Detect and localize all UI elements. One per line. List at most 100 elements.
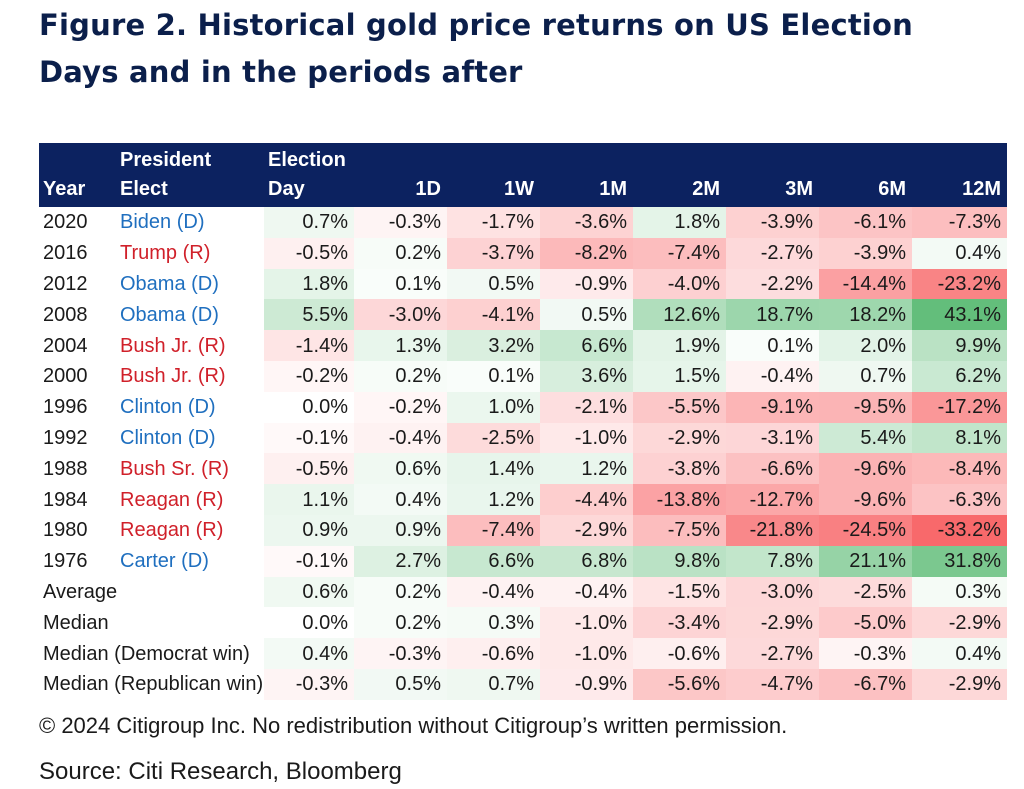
return-cell: -0.3% <box>354 638 447 669</box>
return-cell: 0.0% <box>264 391 354 423</box>
return-cell: -0.9% <box>540 268 633 300</box>
return-cell: -7.4% <box>447 514 540 546</box>
return-cell: -4.1% <box>447 299 540 331</box>
return-cell: 0.1% <box>447 360 540 392</box>
row-label: Median (Democrat win) <box>43 642 250 665</box>
return-cell: 18.7% <box>726 299 819 331</box>
return-cell: -4.7% <box>726 668 819 700</box>
return-cell: 7.8% <box>726 545 819 577</box>
return-cell: 1.9% <box>633 330 726 361</box>
col-header: Election Day <box>264 143 354 207</box>
return-cell: -3.0% <box>354 299 447 331</box>
return-cell: -8.4% <box>912 453 1007 485</box>
return-cell: -5.6% <box>633 668 726 700</box>
return-cell: -9.6% <box>819 484 912 515</box>
return-cell: 0.7% <box>819 360 912 392</box>
return-cell: -0.4% <box>447 576 540 608</box>
return-cell: -3.8% <box>633 453 726 485</box>
return-cell: -9.6% <box>819 453 912 485</box>
table-row: 2012 Obama (D) 1.8% 0.1% 0.5% -0.9% -4.0% -2.2%… <box>39 268 1007 300</box>
return-cell: -0.2% <box>264 360 354 392</box>
figure-title: Figure 2. Historical gold price returns … <box>39 8 914 89</box>
return-cell: 1.1% <box>264 484 354 515</box>
return-cell: -2.7% <box>726 638 819 669</box>
return-cell: -0.3% <box>264 668 354 700</box>
col-header: 6M <box>819 143 912 207</box>
return-cell: 0.5% <box>447 268 540 300</box>
return-cell: -0.6% <box>633 638 726 669</box>
return-cell: 43.1% <box>912 299 1007 331</box>
return-cell: -5.0% <box>819 607 912 639</box>
return-cell: 0.4% <box>354 484 447 515</box>
col-header: 12M <box>912 143 1007 207</box>
table-row: 2000 Bush Jr. (R) -0.2% 0.2% 0.1% 3.6% 1.5% -0.… <box>39 360 1007 392</box>
return-cell: 0.5% <box>354 668 447 700</box>
return-cell: 0.3% <box>912 576 1007 608</box>
row-label: 2012 <box>43 272 88 295</box>
return-cell: -1.5% <box>633 576 726 608</box>
return-cell: 0.6% <box>354 453 447 485</box>
return-cell: 0.2% <box>354 237 447 269</box>
row-label: 1996 <box>43 396 88 419</box>
row-label: 2008 <box>43 303 88 326</box>
row-label: Average <box>43 580 118 603</box>
return-cell: 0.2% <box>354 576 447 608</box>
return-cell: 12.6% <box>633 299 726 331</box>
return-cell: -3.9% <box>726 207 819 238</box>
return-cell: 0.1% <box>726 330 819 361</box>
source-note: Source: Citi Research, Bloomberg <box>39 758 402 785</box>
return-cell: 18.2% <box>819 299 912 331</box>
return-cell: -0.2% <box>354 391 447 423</box>
table-row: 1980 Reagan (R) 0.9% 0.9% -7.4% -2.9% -7.5% -21… <box>39 514 1007 546</box>
return-cell: -4.0% <box>633 268 726 300</box>
return-cell: 0.4% <box>912 638 1007 669</box>
return-cell: -2.1% <box>540 391 633 423</box>
return-cell: 6.6% <box>540 330 633 361</box>
return-cell: 6.6% <box>447 545 540 577</box>
return-cell: 0.6% <box>264 576 354 608</box>
return-cell: 0.4% <box>264 638 354 669</box>
row-label: 1976 <box>43 550 88 573</box>
return-cell: -6.7% <box>819 668 912 700</box>
table-row: 1996 Clinton (D) 0.0% -0.2% 1.0% -2.1% -5.5% -9… <box>39 391 1007 423</box>
table-row: 2020 Biden (D) 0.7% -0.3% -1.7% -3.6% 1.8% -3.9… <box>39 207 1007 238</box>
col-header: 3M <box>726 143 819 207</box>
return-cell: -0.3% <box>354 207 447 238</box>
return-cell: 1.4% <box>447 453 540 485</box>
row-label: Median <box>43 611 109 634</box>
return-cell: -2.9% <box>912 607 1007 639</box>
return-cell: -2.5% <box>819 576 912 608</box>
table-row: 1976 Carter (D) -0.1% 2.7% 6.6% 6.8% 9.8% 7.8% 2… <box>39 545 1007 577</box>
return-cell: -0.4% <box>726 360 819 392</box>
return-cell: 8.1% <box>912 422 1007 454</box>
return-cell: -0.3% <box>819 638 912 669</box>
return-cell: 0.9% <box>354 514 447 546</box>
return-cell: 0.1% <box>354 268 447 300</box>
return-cell: 1.2% <box>540 453 633 485</box>
return-cell: -1.0% <box>540 422 633 454</box>
president-elect-cell: Bush Jr. (R) <box>120 334 226 357</box>
table-row: 1988 Bush Sr. (R) -0.5% 0.6% 1.4% 1.2% -3.8% -6… <box>39 453 1007 485</box>
returns-table-wrapper: Year President Elect Election Day 1D 1W 1M… <box>39 143 1007 700</box>
return-cell: -6.1% <box>819 207 912 238</box>
return-cell: 0.2% <box>354 360 447 392</box>
col-header: President Elect <box>116 143 264 207</box>
return-cell: -1.4% <box>264 330 354 361</box>
return-cell: 21.1% <box>819 545 912 577</box>
returns-table: Year President Elect Election Day 1D 1W 1M… <box>39 143 1007 700</box>
row-label: 1980 <box>43 519 88 542</box>
table-row: Median (Democrat win) 0.4% -0.3% -0.6% -1.0%… <box>39 638 1007 669</box>
table-row: Median (Republican win) -0.3% 0.5% 0.7% -0.9… <box>39 668 1007 700</box>
return-cell: -21.8% <box>726 514 819 546</box>
return-cell: -0.5% <box>264 237 354 269</box>
return-cell: 1.2% <box>447 484 540 515</box>
return-cell: -2.9% <box>540 514 633 546</box>
table-body: 2020 Biden (D) 0.7% -0.3% -1.7% -3.6% 1.8% -3.9… <box>39 207 1007 700</box>
return-cell: -0.4% <box>354 422 447 454</box>
col-header: 2M <box>633 143 726 207</box>
col-header: 1D <box>354 143 447 207</box>
return-cell: 3.6% <box>540 360 633 392</box>
president-elect-cell: Clinton (D) <box>120 426 216 449</box>
president-elect-cell: Biden (D) <box>120 211 205 234</box>
return-cell: -2.5% <box>447 422 540 454</box>
